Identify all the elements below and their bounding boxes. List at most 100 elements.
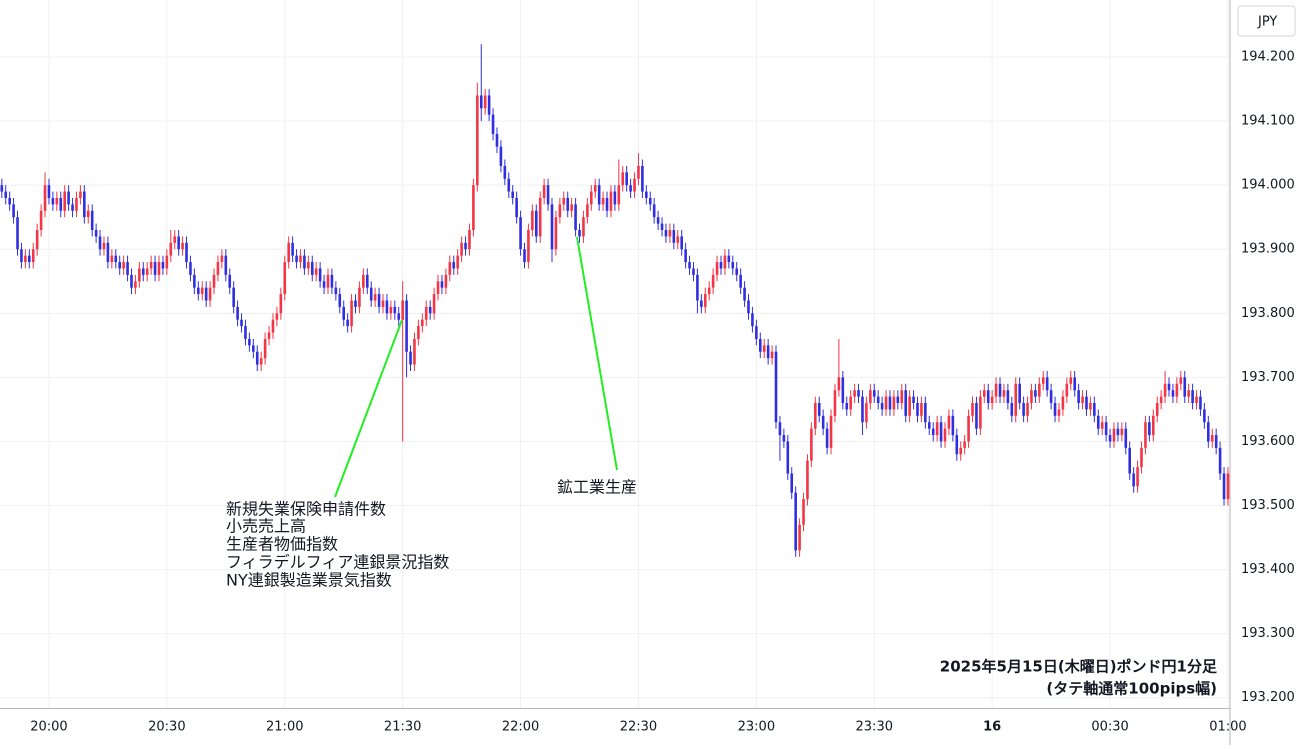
candle-body (421, 319, 424, 327)
candle-body (141, 268, 145, 275)
candle-body (252, 345, 255, 352)
candle-body (55, 197, 59, 205)
candle-body (0, 185, 4, 192)
candle-body (1061, 396, 1065, 410)
y-tick-label: 193.700 (1241, 370, 1295, 385)
candle-body (908, 396, 911, 416)
candle-body (755, 326, 758, 339)
x-tick-label: 01:00 (1209, 720, 1246, 735)
candle-body (173, 236, 177, 243)
candle-body (197, 287, 200, 295)
x-tick-label: 20:00 (30, 720, 67, 735)
candle-body (59, 197, 63, 211)
candle-body (393, 306, 397, 314)
candle-body (43, 185, 47, 211)
candle-body (758, 338, 762, 352)
candle-body (782, 435, 786, 442)
candle-body (318, 268, 322, 282)
candle-body (244, 326, 247, 339)
candle-body (279, 294, 283, 314)
candle-body (845, 403, 849, 410)
candle-body (703, 294, 707, 307)
y-tick-label: 193.500 (1241, 498, 1295, 513)
candle-body (904, 390, 907, 416)
candle-body (853, 390, 856, 397)
candle-body (550, 204, 554, 250)
candle-body (1183, 377, 1187, 397)
candle-body (338, 294, 342, 307)
y-tick-label: 193.400 (1241, 562, 1295, 577)
candle-body (739, 274, 742, 288)
annotation-leader (334, 319, 403, 498)
candle-body (224, 255, 228, 275)
candle-body (676, 236, 680, 243)
candle-body (310, 262, 314, 275)
candle-body (798, 524, 801, 551)
candle-body (825, 428, 829, 448)
candle-body (641, 165, 644, 192)
candle-body (1187, 390, 1190, 397)
candle-body (849, 396, 852, 410)
candle-body (951, 415, 955, 436)
candle-body (633, 178, 636, 192)
candle-body (1010, 403, 1014, 416)
candle-body (562, 197, 566, 205)
candle-body (743, 287, 746, 301)
candle-body (350, 300, 353, 327)
candle-body (880, 403, 884, 410)
candle-body (570, 204, 573, 211)
candle-body (531, 210, 534, 231)
candle-body (291, 242, 294, 256)
chart-note: 2025年5月15日(木曜日)ポンド円1分足 (940, 658, 1218, 676)
candle-body (558, 204, 562, 218)
candle-body (1045, 377, 1049, 391)
candle-body (67, 191, 70, 205)
candle-body (967, 415, 970, 442)
candle-body (468, 230, 471, 250)
candle-body (625, 172, 628, 186)
candle-body (444, 274, 448, 288)
candle-body (1207, 422, 1210, 442)
candle-body (684, 249, 687, 263)
candle-body (342, 306, 346, 320)
candle-body (1026, 403, 1029, 416)
candle-body (931, 428, 935, 436)
candle-body (715, 262, 719, 275)
candle-body (1175, 383, 1179, 397)
candle-body (448, 262, 452, 275)
candle-body (1053, 403, 1057, 416)
candle-body (248, 338, 251, 346)
candle-body (597, 185, 601, 205)
candle-body (299, 255, 302, 263)
candle-body (424, 306, 428, 320)
candle-body (943, 428, 947, 442)
currency-button[interactable] (1237, 5, 1296, 37)
candle-body (153, 262, 157, 275)
candle-body (204, 287, 208, 301)
candle-body (1093, 403, 1096, 416)
candle-body (381, 300, 385, 307)
candle-body (106, 242, 110, 263)
candle-body (31, 249, 35, 263)
candle-body (397, 313, 401, 320)
candle-body (869, 390, 872, 404)
x-tick-label: 23:00 (738, 720, 775, 735)
candle-body (959, 447, 963, 455)
candle-body (707, 287, 711, 295)
candle-body (75, 197, 78, 211)
candle-body (472, 185, 475, 231)
candle-body (389, 306, 393, 314)
annotation-text: 新規失業保険申請件数 (226, 500, 386, 519)
candle-body (479, 95, 483, 109)
candle-body (1077, 390, 1080, 404)
candle-body (601, 197, 605, 205)
candle-body (1210, 435, 1214, 442)
candle-body (519, 217, 522, 250)
candle-body (1140, 447, 1143, 468)
candle-body (955, 435, 959, 455)
candle-body (83, 191, 86, 218)
candle-body (271, 319, 275, 333)
candle-body (157, 262, 161, 275)
candle-body (326, 274, 330, 288)
candle-body (688, 262, 691, 269)
